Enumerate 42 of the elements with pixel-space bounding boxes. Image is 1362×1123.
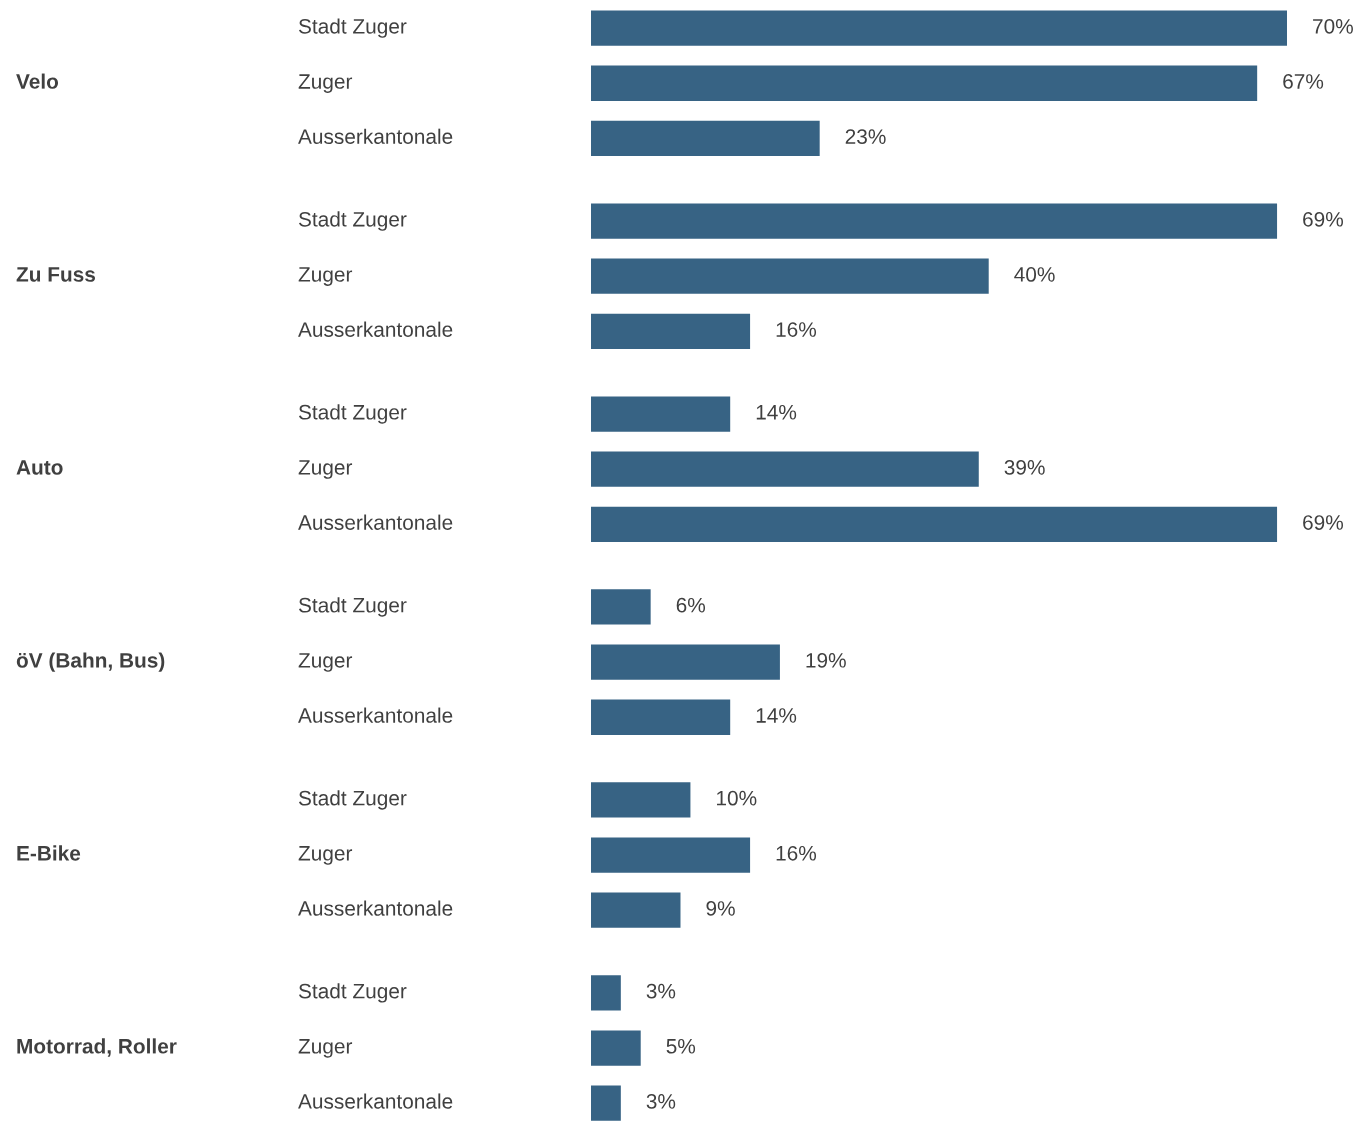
data-label: 14% <box>756 404 797 420</box>
data-label: 67% <box>1283 74 1324 89</box>
data-label: 14% <box>756 708 797 723</box>
data-label: 19% <box>806 652 846 668</box>
data-label: 39% <box>1004 460 1045 475</box>
text: öV (Bahn, Bus) <box>16 652 165 672</box>
y-tick-label: Ausserkantonale <box>298 900 453 916</box>
y-tick-label: Ausserkantonale <box>298 128 453 144</box>
data-label: 40% <box>1014 267 1055 282</box>
y-tick-label: Zuger <box>298 846 353 865</box>
y-tick-label: Stadt Zuger <box>298 597 407 617</box>
data-label: 3% <box>646 1093 676 1109</box>
y-tick-label: Ausserkantonale <box>298 514 453 530</box>
data-label: 70% <box>1313 18 1353 34</box>
y-tick-label: Stadt Zuger <box>298 18 407 38</box>
y-tick-label: Ausserkantonale <box>298 707 453 723</box>
y-tick-label: Stadt Zuger <box>298 983 407 1003</box>
y-tick-label: Zuger <box>298 1039 353 1058</box>
y-tick-label: Ausserkantonale <box>298 1093 453 1109</box>
data-label: 69% <box>1303 515 1344 530</box>
data-label: 10% <box>717 790 757 806</box>
data-label: 23% <box>845 129 886 144</box>
data-label: 3% <box>646 983 676 999</box>
y-tick-label: Zuger <box>298 74 353 93</box>
text: E-Bike <box>17 845 81 861</box>
text: Velo <box>16 73 59 89</box>
data-label: 6% <box>676 597 706 613</box>
y-tick-label: Zuger <box>298 653 353 672</box>
y-tick-label: Stadt Zuger <box>298 404 407 424</box>
y-tick-label: Ausserkantonale <box>298 321 453 337</box>
data-label: 16% <box>776 322 817 337</box>
y-tick-label: Stadt Zuger <box>298 211 407 231</box>
y-tick-label: Zuger <box>298 460 353 479</box>
y-tick-label: Stadt Zuger <box>298 790 407 810</box>
data-label: 16% <box>776 845 817 861</box>
y-tick-label: Zuger <box>298 267 353 286</box>
text: Auto <box>16 460 63 475</box>
text: Zu Fuss <box>16 267 96 282</box>
data-label: 9% <box>706 901 735 916</box>
data-label: 5% <box>666 1038 696 1054</box>
data-label: 69% <box>1303 211 1344 227</box>
text: Motorrad, Roller <box>17 1038 177 1057</box>
